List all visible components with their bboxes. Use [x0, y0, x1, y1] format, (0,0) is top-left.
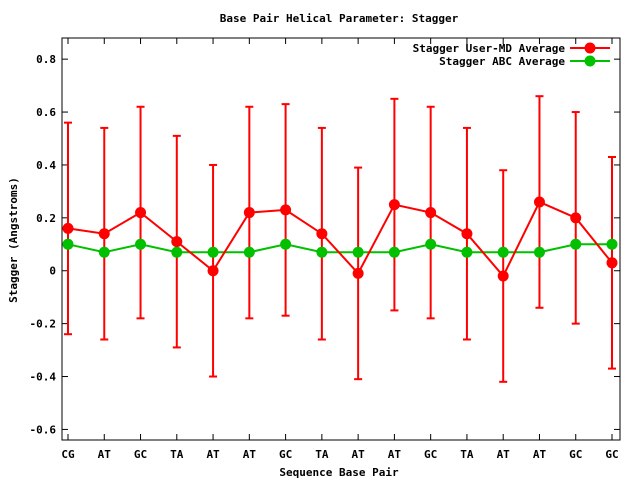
data-point-abc — [243, 246, 255, 258]
y-tick-label: 0.6 — [36, 106, 56, 119]
x-tick-label: AT — [243, 448, 257, 461]
x-tick-label: GC — [605, 448, 618, 461]
data-point-user-md — [316, 228, 328, 240]
x-tick-label: AT — [533, 448, 547, 461]
y-tick-label: -0.4 — [30, 371, 57, 384]
data-point-user-md — [207, 265, 219, 277]
series-line-abc — [67, 243, 612, 254]
data-point-abc — [533, 246, 545, 258]
data-point-user-md — [461, 228, 473, 240]
x-tick-label: TA — [460, 448, 474, 461]
x-tick-label: GC — [569, 448, 582, 461]
data-point-abc — [352, 246, 364, 258]
legend-label-abc: Stagger ABC Average — [439, 55, 565, 68]
y-tick-label: 0 — [49, 265, 56, 278]
x-tick-label: AT — [98, 448, 112, 461]
legend: Stagger User-MD Average Stagger ABC Aver… — [413, 42, 610, 68]
y-tick-label: 0.2 — [36, 212, 56, 225]
x-tick-label: AT — [497, 448, 511, 461]
x-tick-label: TA — [315, 448, 329, 461]
data-point-user-md — [280, 204, 292, 216]
data-point-user-md — [388, 199, 400, 211]
data-point-user-md — [62, 222, 74, 234]
x-axis-label: Sequence Base Pair — [279, 466, 399, 479]
data-point-user-md — [533, 196, 545, 208]
y-tick-label: 0.4 — [36, 159, 56, 172]
data-point-abc — [425, 238, 437, 250]
x-tick-label: CG — [61, 448, 75, 461]
data-point-user-md — [425, 207, 437, 219]
data-point-abc — [207, 246, 219, 258]
x-tick-label: AT — [352, 448, 366, 461]
data-point-user-md — [98, 228, 110, 240]
data-point-abc — [280, 238, 292, 250]
data-point-user-md — [606, 257, 618, 269]
legend-label-user-md: Stagger User-MD Average — [413, 42, 566, 55]
data-point-user-md — [171, 236, 183, 248]
data-point-abc — [606, 238, 618, 250]
data-point-abc — [62, 238, 74, 250]
series-line-user-md — [67, 200, 613, 278]
legend-marker-abc — [584, 55, 596, 67]
y-tick-label: -0.6 — [30, 423, 57, 436]
data-point-user-md — [497, 270, 509, 282]
data-point-user-md — [570, 212, 582, 224]
chart-title: Base Pair Helical Parameter: Stagger — [220, 12, 459, 25]
x-tick-label: AT — [206, 448, 220, 461]
data-point-abc — [316, 246, 328, 258]
x-tick-label: GC — [279, 448, 292, 461]
y-axis-label: Stagger (Angstroms) — [7, 177, 20, 303]
y-tick-label: -0.2 — [30, 318, 57, 331]
data-point-abc — [461, 246, 473, 258]
x-tick-label: TA — [170, 448, 184, 461]
data-point-abc — [135, 238, 147, 250]
x-tick-label: GC — [424, 448, 437, 461]
data-point-abc — [497, 246, 509, 258]
x-tick-label: GC — [134, 448, 147, 461]
plot-frame — [61, 37, 621, 441]
data-point-abc — [171, 246, 183, 258]
data-point-abc — [98, 246, 110, 258]
x-tick-label: AT — [388, 448, 402, 461]
data-point-user-md — [243, 207, 255, 219]
data-point-abc — [388, 246, 400, 258]
data-point-user-md — [352, 267, 364, 279]
data-point-user-md — [135, 207, 147, 219]
y-tick-label: 0.8 — [36, 53, 56, 66]
legend-marker-user-md — [584, 42, 596, 54]
data-point-abc — [570, 238, 582, 250]
